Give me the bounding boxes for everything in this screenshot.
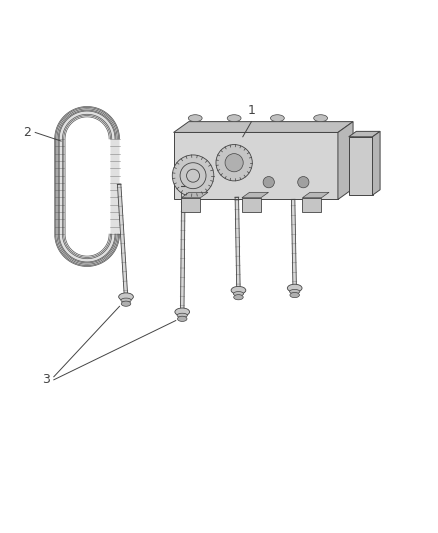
Bar bbox=[181, 198, 201, 212]
Bar bbox=[349, 137, 372, 195]
Circle shape bbox=[180, 163, 206, 189]
Ellipse shape bbox=[233, 292, 244, 296]
Bar bbox=[303, 198, 321, 212]
Polygon shape bbox=[349, 131, 380, 137]
Polygon shape bbox=[303, 192, 329, 198]
Bar bbox=[173, 132, 338, 199]
Ellipse shape bbox=[231, 286, 246, 294]
Ellipse shape bbox=[121, 298, 131, 302]
Polygon shape bbox=[180, 187, 185, 312]
Polygon shape bbox=[338, 122, 353, 199]
Ellipse shape bbox=[175, 308, 190, 316]
Ellipse shape bbox=[234, 295, 243, 300]
Circle shape bbox=[172, 155, 214, 197]
Polygon shape bbox=[117, 184, 128, 297]
Bar bbox=[242, 198, 261, 212]
Ellipse shape bbox=[314, 115, 328, 122]
Ellipse shape bbox=[177, 316, 187, 321]
Circle shape bbox=[225, 154, 243, 172]
Ellipse shape bbox=[270, 115, 284, 122]
Polygon shape bbox=[235, 197, 240, 290]
Text: 2: 2 bbox=[24, 126, 32, 139]
Ellipse shape bbox=[177, 313, 187, 318]
Polygon shape bbox=[291, 199, 297, 288]
Ellipse shape bbox=[121, 301, 131, 306]
Ellipse shape bbox=[119, 293, 134, 301]
Circle shape bbox=[216, 144, 252, 181]
Polygon shape bbox=[64, 116, 110, 257]
Text: 1: 1 bbox=[247, 104, 255, 117]
Polygon shape bbox=[372, 131, 380, 195]
Polygon shape bbox=[173, 122, 353, 132]
Polygon shape bbox=[242, 192, 268, 198]
Circle shape bbox=[263, 176, 274, 188]
Circle shape bbox=[187, 169, 200, 182]
Ellipse shape bbox=[290, 289, 300, 294]
Ellipse shape bbox=[287, 284, 302, 292]
Ellipse shape bbox=[188, 115, 202, 122]
Polygon shape bbox=[55, 107, 120, 266]
Polygon shape bbox=[181, 192, 208, 198]
Circle shape bbox=[298, 176, 309, 188]
Ellipse shape bbox=[227, 115, 241, 122]
Ellipse shape bbox=[290, 293, 300, 297]
Text: 3: 3 bbox=[42, 373, 50, 386]
